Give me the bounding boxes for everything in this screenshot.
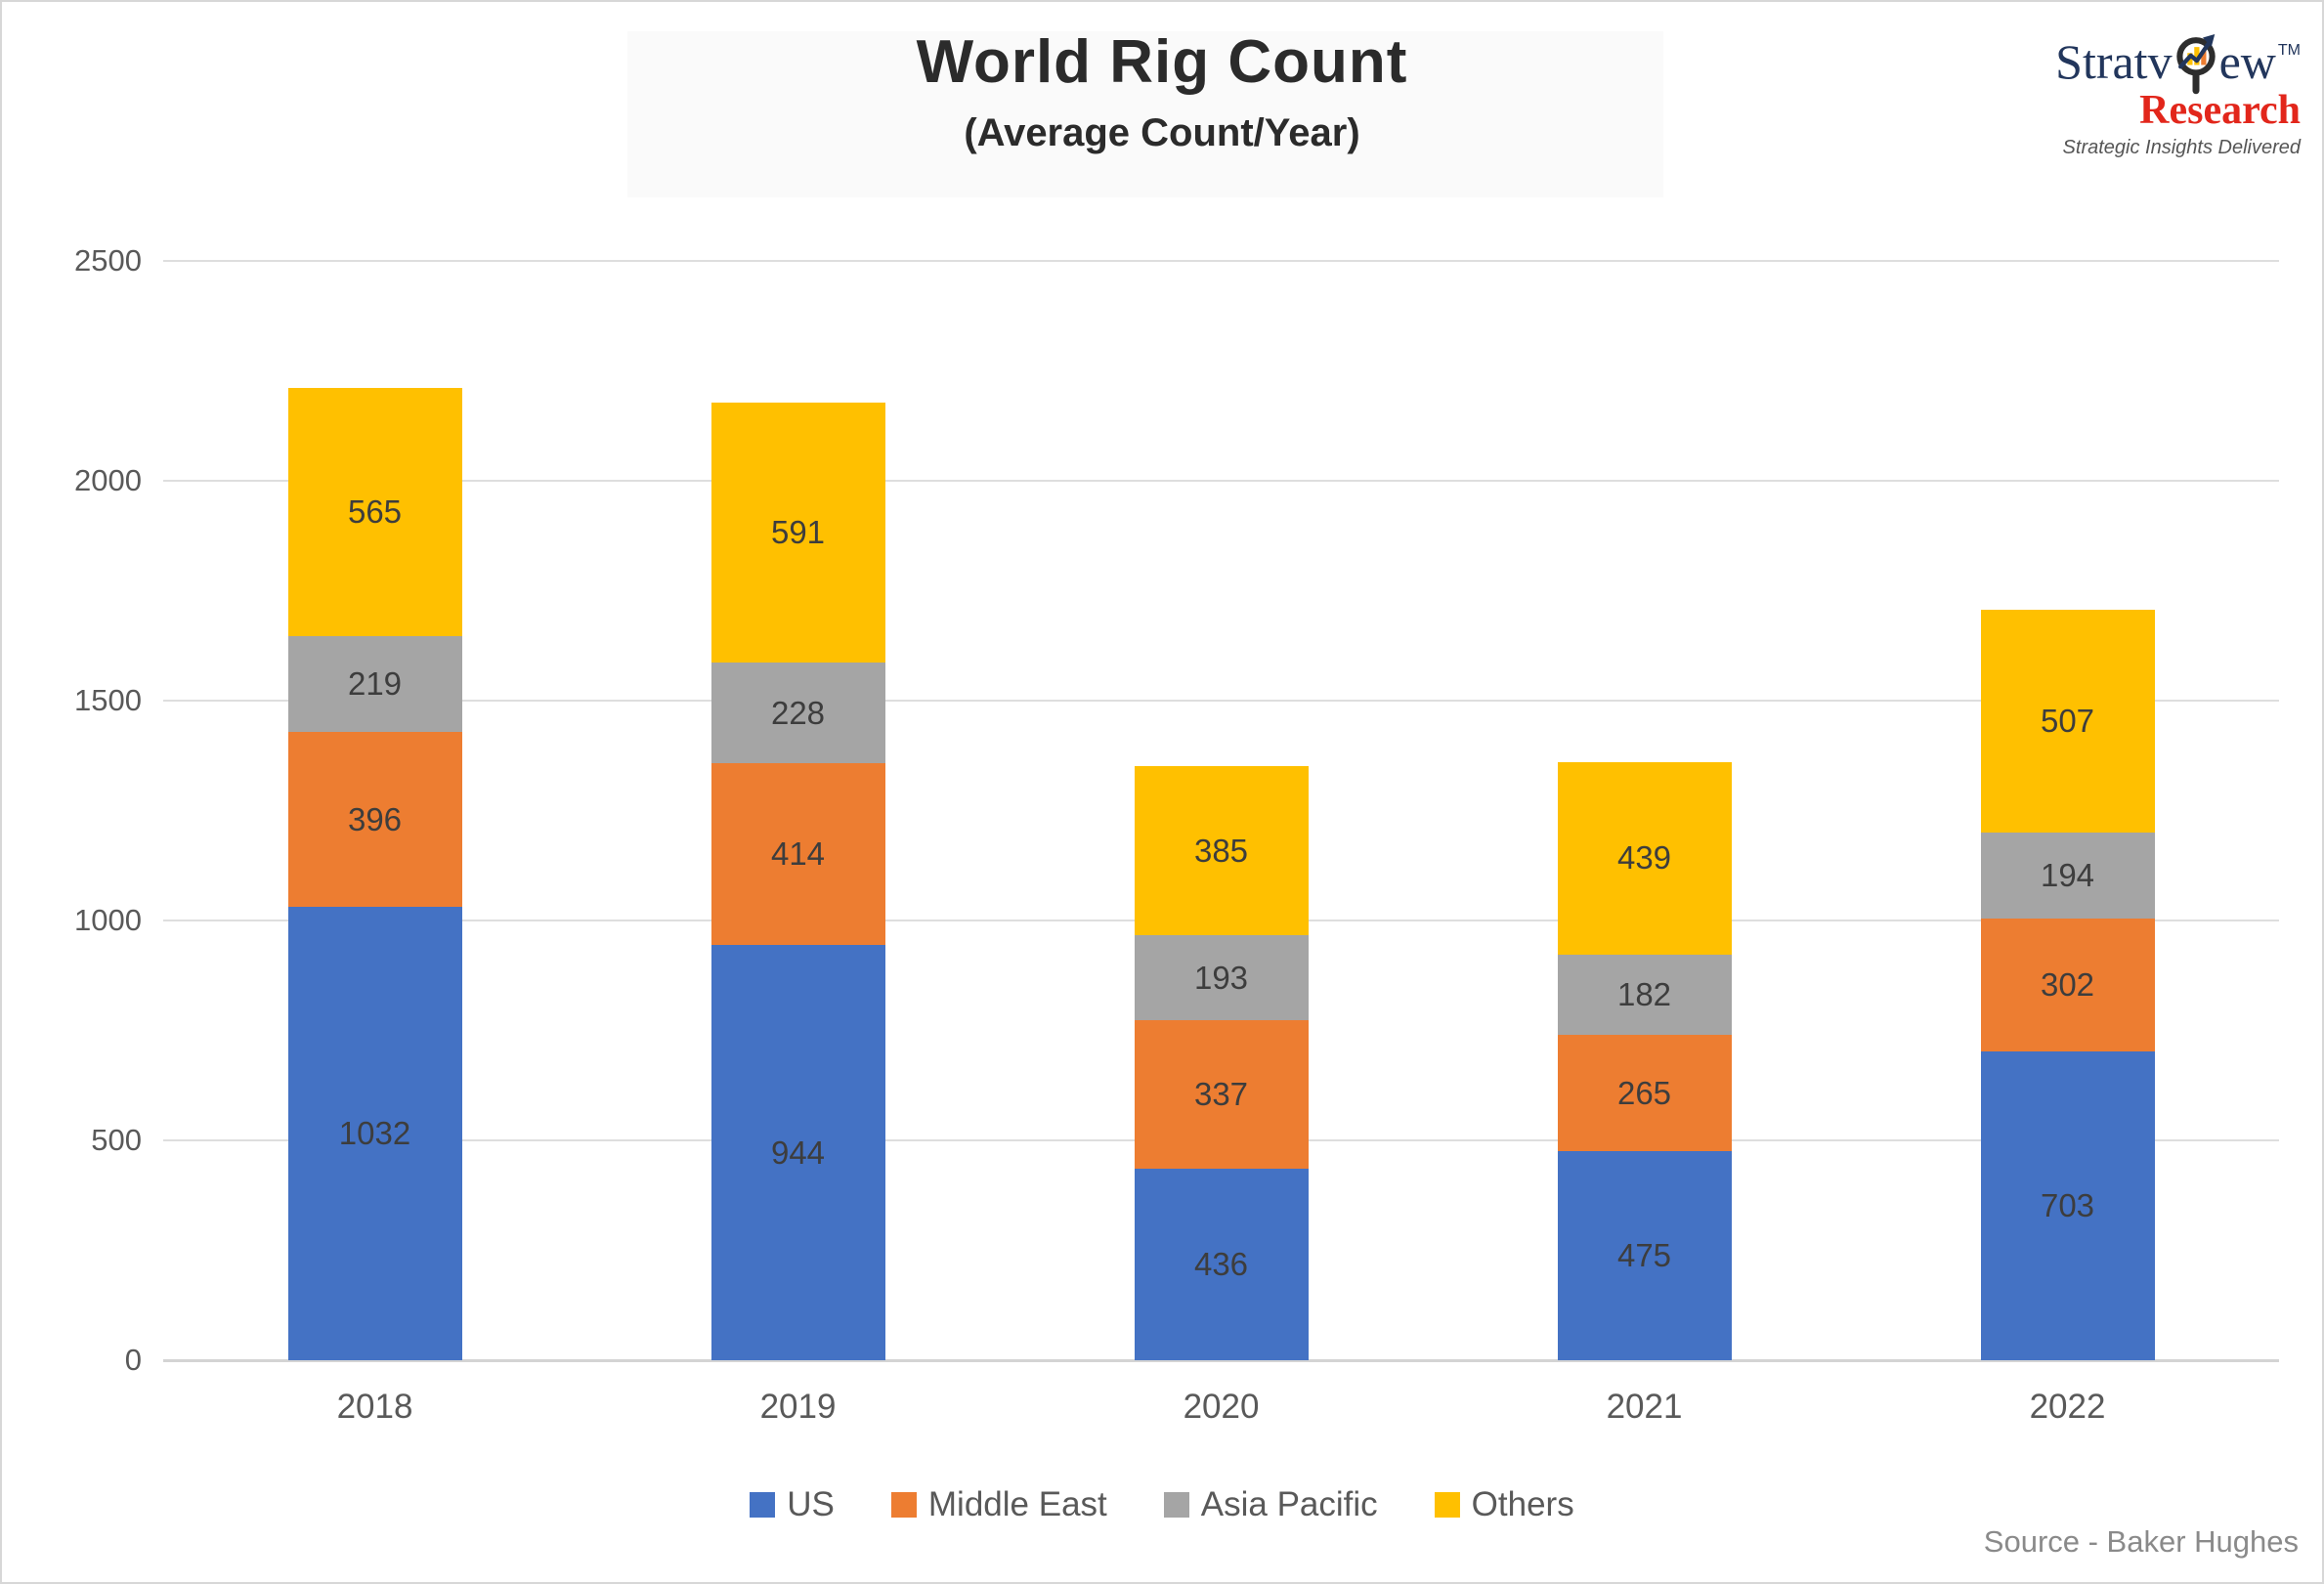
legend-label-asia-pacific: Asia Pacific [1200,1485,1378,1523]
bar-segment-asia-pacific-2018 [287,635,462,733]
y-tick-label-0: 0 [124,1343,142,1377]
chart-legend: US Middle East Asia Pacific Others [2,1485,2322,1524]
value-label-us-2018: 1032 [338,1114,411,1151]
x-category-label-2020: 2020 [1183,1388,1260,1426]
bar-segment-us-2018 [287,906,462,1360]
value-label-asia-pacific-2022: 194 [2040,857,2095,894]
bar-segment-asia-pacific-2019 [710,663,885,763]
y-tick-label-2000: 2000 [74,463,142,497]
x-category-label-2019: 2019 [759,1388,837,1426]
bar-segment-us-2021 [1557,1151,1732,1360]
chart-title: World Rig Count [916,28,1408,96]
legend-item-middle-east: Middle East [890,1485,1107,1524]
y-tick-label-500: 500 [91,1123,142,1157]
bar-segment-middle-east-2019 [710,762,885,946]
value-label-middle-east-2018: 396 [347,800,403,837]
bar-segment-us-2020 [1134,1168,1309,1360]
bar-segment-others-2018 [287,387,462,636]
value-label-us-2020: 436 [1193,1245,1249,1282]
legend-label-us: US [787,1485,835,1523]
value-label-asia-pacific-2020: 193 [1193,959,1249,996]
logo-research-text: Research [2139,88,2301,133]
value-label-us-2021: 475 [1616,1237,1672,1274]
value-label-middle-east-2019: 414 [770,835,826,873]
x-category-label-2018: 2018 [336,1388,413,1426]
value-label-others-2022: 507 [2040,703,2095,740]
x-category-label-2021: 2021 [1606,1388,1683,1426]
value-label-us-2022: 703 [2040,1186,2095,1223]
logo-tagline: Strategic Insights Delivered [2062,137,2301,159]
source-note: Source - Baker Hughes [1983,1524,2299,1559]
legend-label-middle-east: Middle East [927,1485,1107,1523]
bar-segment-middle-east-2018 [287,732,462,907]
bar-segment-middle-east-2022 [1980,918,2155,1051]
logo-brand-part1: Stratv [2055,34,2173,89]
legend-item-asia-pacific: Asia Pacific [1163,1485,1378,1524]
y-tick-label-1000: 1000 [74,903,142,937]
bar-segment-others-2021 [1557,761,1732,956]
value-label-asia-pacific-2018: 219 [347,665,403,703]
gridline-2000 [163,480,2279,482]
value-label-others-2019: 591 [770,514,826,551]
bar-segment-middle-east-2020 [1134,1020,1309,1169]
legend-swatch-asia-pacific [1163,1492,1189,1518]
bar-segment-middle-east-2021 [1557,1035,1732,1152]
legend-swatch-us [750,1492,776,1518]
legend-label-others: Others [1471,1485,1574,1523]
value-label-asia-pacific-2021: 182 [1616,976,1672,1013]
x-category-label-2022: 2022 [2029,1388,2106,1426]
gridline-2500 [163,260,2279,262]
title-backdrop [627,31,1663,197]
value-label-us-2019: 944 [770,1134,826,1171]
legend-swatch-others [1434,1492,1460,1518]
logo-trademark: TM [2277,42,2301,59]
y-tick-label-2500: 2500 [74,243,142,278]
value-label-middle-east-2020: 337 [1193,1075,1249,1112]
value-label-others-2018: 565 [347,492,403,530]
logo-brand-line: Stratv ew TM [2055,18,2301,95]
value-label-middle-east-2021: 265 [1616,1074,1672,1111]
bar-segment-asia-pacific-2021 [1557,955,1732,1035]
value-label-others-2021: 439 [1616,839,1672,877]
bar-segment-asia-pacific-2022 [1980,833,2155,919]
bar-segment-us-2022 [1980,1050,2155,1360]
logo-brand-part2: ew [2218,34,2276,89]
gridline-0 [163,1359,2279,1362]
bar-segment-us-2019 [710,945,885,1360]
legend-item-others: Others [1434,1485,1574,1524]
magnifier-chart-icon [2175,34,2216,95]
chart-subtitle: (Average Count/Year) [964,111,1360,155]
value-label-others-2020: 385 [1193,832,1249,869]
bar-segment-asia-pacific-2020 [1134,935,1309,1021]
title-block: World Rig Count (Average Count/Year) [2,28,2322,155]
legend-item-us: US [750,1485,835,1524]
bar-segment-others-2022 [1980,610,2155,834]
legend-swatch-middle-east [890,1492,917,1518]
bar-segment-others-2019 [710,403,885,664]
gridline-1500 [163,700,2279,702]
value-label-asia-pacific-2019: 228 [770,694,826,731]
y-tick-label-1500: 1500 [74,683,142,717]
bar-segment-others-2020 [1134,766,1309,936]
stratview-logo: Stratv ew TM Research Strategic Insights… [2055,18,2301,159]
value-label-middle-east-2022: 302 [2040,965,2095,1003]
